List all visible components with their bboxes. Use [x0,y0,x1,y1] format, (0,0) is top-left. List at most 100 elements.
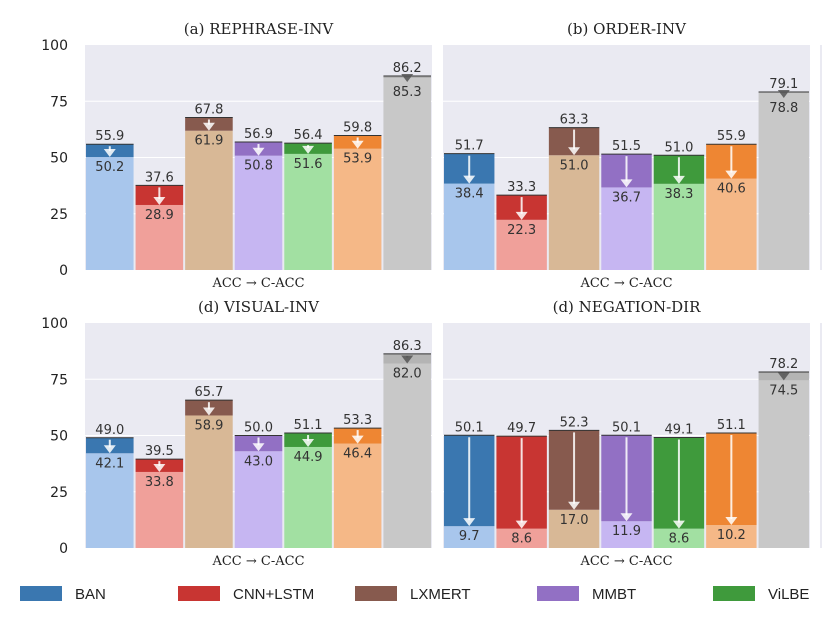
c-acc-value-label: 28.9 [145,208,174,223]
drop-arrow-head [153,196,166,205]
legend-swatch [20,586,62,601]
drop-arrow-head [351,435,364,444]
drop-arrow-head [515,520,528,529]
acc-value-label: 49.7 [507,421,536,436]
bar-c-acc [444,183,495,270]
y-tick-label: 25 [50,485,68,501]
c-acc-value-label: 33.8 [145,475,174,490]
legend-label: LXMERT [410,586,471,603]
drop-arrow-head [401,74,414,83]
legend-label: MMBT [592,586,636,603]
drop-arrow-head [515,211,528,220]
c-acc-value-label: 11.9 [612,524,641,539]
acc-value-label: 50.1 [612,420,641,435]
legend-label: ViLBE [768,586,809,603]
drop-arrow-head [103,149,116,158]
acc-value-label: 49.0 [95,423,124,438]
panel-title: (b) ORDER-INV [567,20,687,38]
bar-c-acc [653,528,705,548]
partial-panel-top [820,45,822,270]
bar-c-acc [135,471,184,548]
bar-c-acc [86,453,134,548]
drop-arrow-head [672,175,685,184]
acc-value-label: 52.3 [560,415,589,430]
acc-value-label: 51.1 [294,418,323,433]
acc-value-label: 56.9 [244,127,273,142]
x-axis-label: ACC → C-ACC [211,276,304,291]
c-acc-value-label: 58.9 [194,418,223,433]
c-acc-value-label: 8.6 [511,532,532,547]
acc-value-label: 37.6 [145,170,174,185]
bar-c-acc [496,528,547,548]
drop-arrow-head [463,175,476,184]
chart-panel-3: (d) NEGATION-DIR ACC → C-ACC 50.1 9.7 49.7 8.… [443,298,810,569]
legend-label: CNN+LSTM [233,586,314,603]
bar-c-acc [496,219,547,270]
bar-c-acc [284,446,332,548]
bar-c-acc [706,525,757,548]
bar-c-acc [234,451,283,548]
c-acc-value-label: 51.0 [560,158,589,173]
drop-arrow-head [777,90,790,99]
drop-arrow-head [351,140,364,149]
y-tick-label: 0 [59,541,68,557]
bar-c-acc [706,178,757,270]
panel-title: (a) REPHRASE-INV [184,20,335,38]
c-acc-value-label: 50.8 [244,159,273,174]
acc-value-label: 50.0 [244,421,273,436]
acc-value-label: 55.9 [95,129,124,144]
c-acc-value-label: 22.3 [507,223,536,238]
drop-arrow-head [202,122,215,131]
acc-value-label: 53.3 [343,413,372,428]
c-acc-value-label: 40.6 [717,182,746,197]
acc-value-label: 78.2 [769,357,798,372]
acc-value-label: 79.1 [769,77,798,92]
y-tick-label: 75 [50,94,68,110]
acc-value-label: 65.7 [194,385,223,400]
acc-value-label: 51.5 [612,139,641,154]
drop-arrow-head [568,147,581,156]
chart-panel-1: (b) ORDER-INV ACC → C-ACC 51.7 38.4 33.3 22.3… [443,20,810,291]
drop-arrow-head [620,179,633,188]
bar-c-acc [284,153,332,270]
drop-arrow-head [252,147,265,156]
acc-value-label: 50.1 [455,420,484,435]
bar-c-acc [135,204,184,270]
c-acc-value-label: 38.4 [455,187,484,202]
bar-c-acc [333,148,382,270]
legend-swatch [178,586,220,601]
drop-arrow-head [725,517,738,526]
drop-arrow-head [620,513,633,522]
y-tick-label: 75 [50,372,68,388]
x-axis-label: ACC → C-ACC [211,554,304,569]
bar-c-acc [383,78,431,270]
drop-arrow-head [401,355,414,364]
bar-c-acc [383,363,431,548]
c-acc-value-label: 82.0 [393,367,422,382]
legend: BAN CNN+LSTM LXMERT MMBT ViLBE [20,586,809,603]
bar-c-acc [601,187,652,270]
c-acc-value-label: 43.0 [244,454,273,469]
c-acc-value-label: 36.7 [612,190,641,205]
drop-arrow-head [153,463,166,472]
bar-c-acc [444,526,495,548]
c-acc-value-label: 61.9 [194,134,223,149]
bar-c-acc [758,380,809,548]
bar-c-acc [234,155,283,270]
panel-title: (d) NEGATION-DIR [553,298,702,316]
c-acc-value-label: 85.3 [393,85,422,100]
acc-value-label: 51.7 [455,139,484,154]
y-tick-label: 50 [50,429,68,445]
drop-arrow-head [302,145,315,154]
drop-arrow-head [672,520,685,529]
c-acc-value-label: 74.5 [769,383,798,398]
drop-arrow-head [202,407,215,416]
legend-swatch [355,586,397,601]
drop-arrow-head [725,170,738,179]
bar-c-acc [185,415,233,548]
acc-value-label: 86.3 [393,339,422,354]
c-acc-value-label: 42.1 [95,456,124,471]
drop-arrow-head [568,501,581,510]
bar-c-acc [758,92,809,270]
